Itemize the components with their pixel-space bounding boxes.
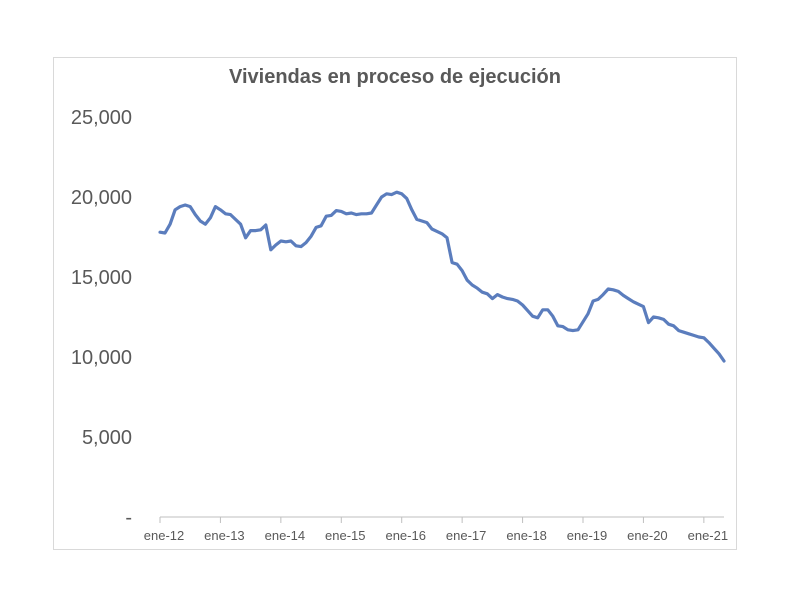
chart-frame [53,57,737,550]
y-axis: - 5,000 10,000 15,000 20,000 25,000 [71,107,132,529]
x-tick-label: ene-14 [265,528,305,543]
x-tick-label: ene-15 [325,528,365,543]
series-group [158,190,726,363]
x-axis: ene-12 ene-13 ene-14 ene-15 ene-16 ene-17 ene-… [144,516,728,543]
x-tick-label: ene-21 [688,528,728,543]
y-tick-label: 15,000 [71,267,132,289]
chart-title: Viviendas en proceso de ejecución [229,66,561,88]
y-tick-label: 5,000 [82,427,132,449]
x-tick-label: ene-16 [385,528,425,543]
x-tick-label: ene-20 [627,528,667,543]
x-tick-label: ene-18 [506,528,546,543]
y-tick-label: 10,000 [71,347,132,369]
y-tick-label: 25,000 [71,107,132,129]
x-tick-label: ene-19 [567,528,607,543]
x-tick-label: ene-13 [204,528,244,543]
x-tick-label: ene-12 [144,528,184,543]
series-line [158,190,726,363]
y-tick-label: - [125,507,132,529]
x-tick-label: ene-17 [446,528,486,543]
y-tick-label: 20,000 [71,187,132,209]
